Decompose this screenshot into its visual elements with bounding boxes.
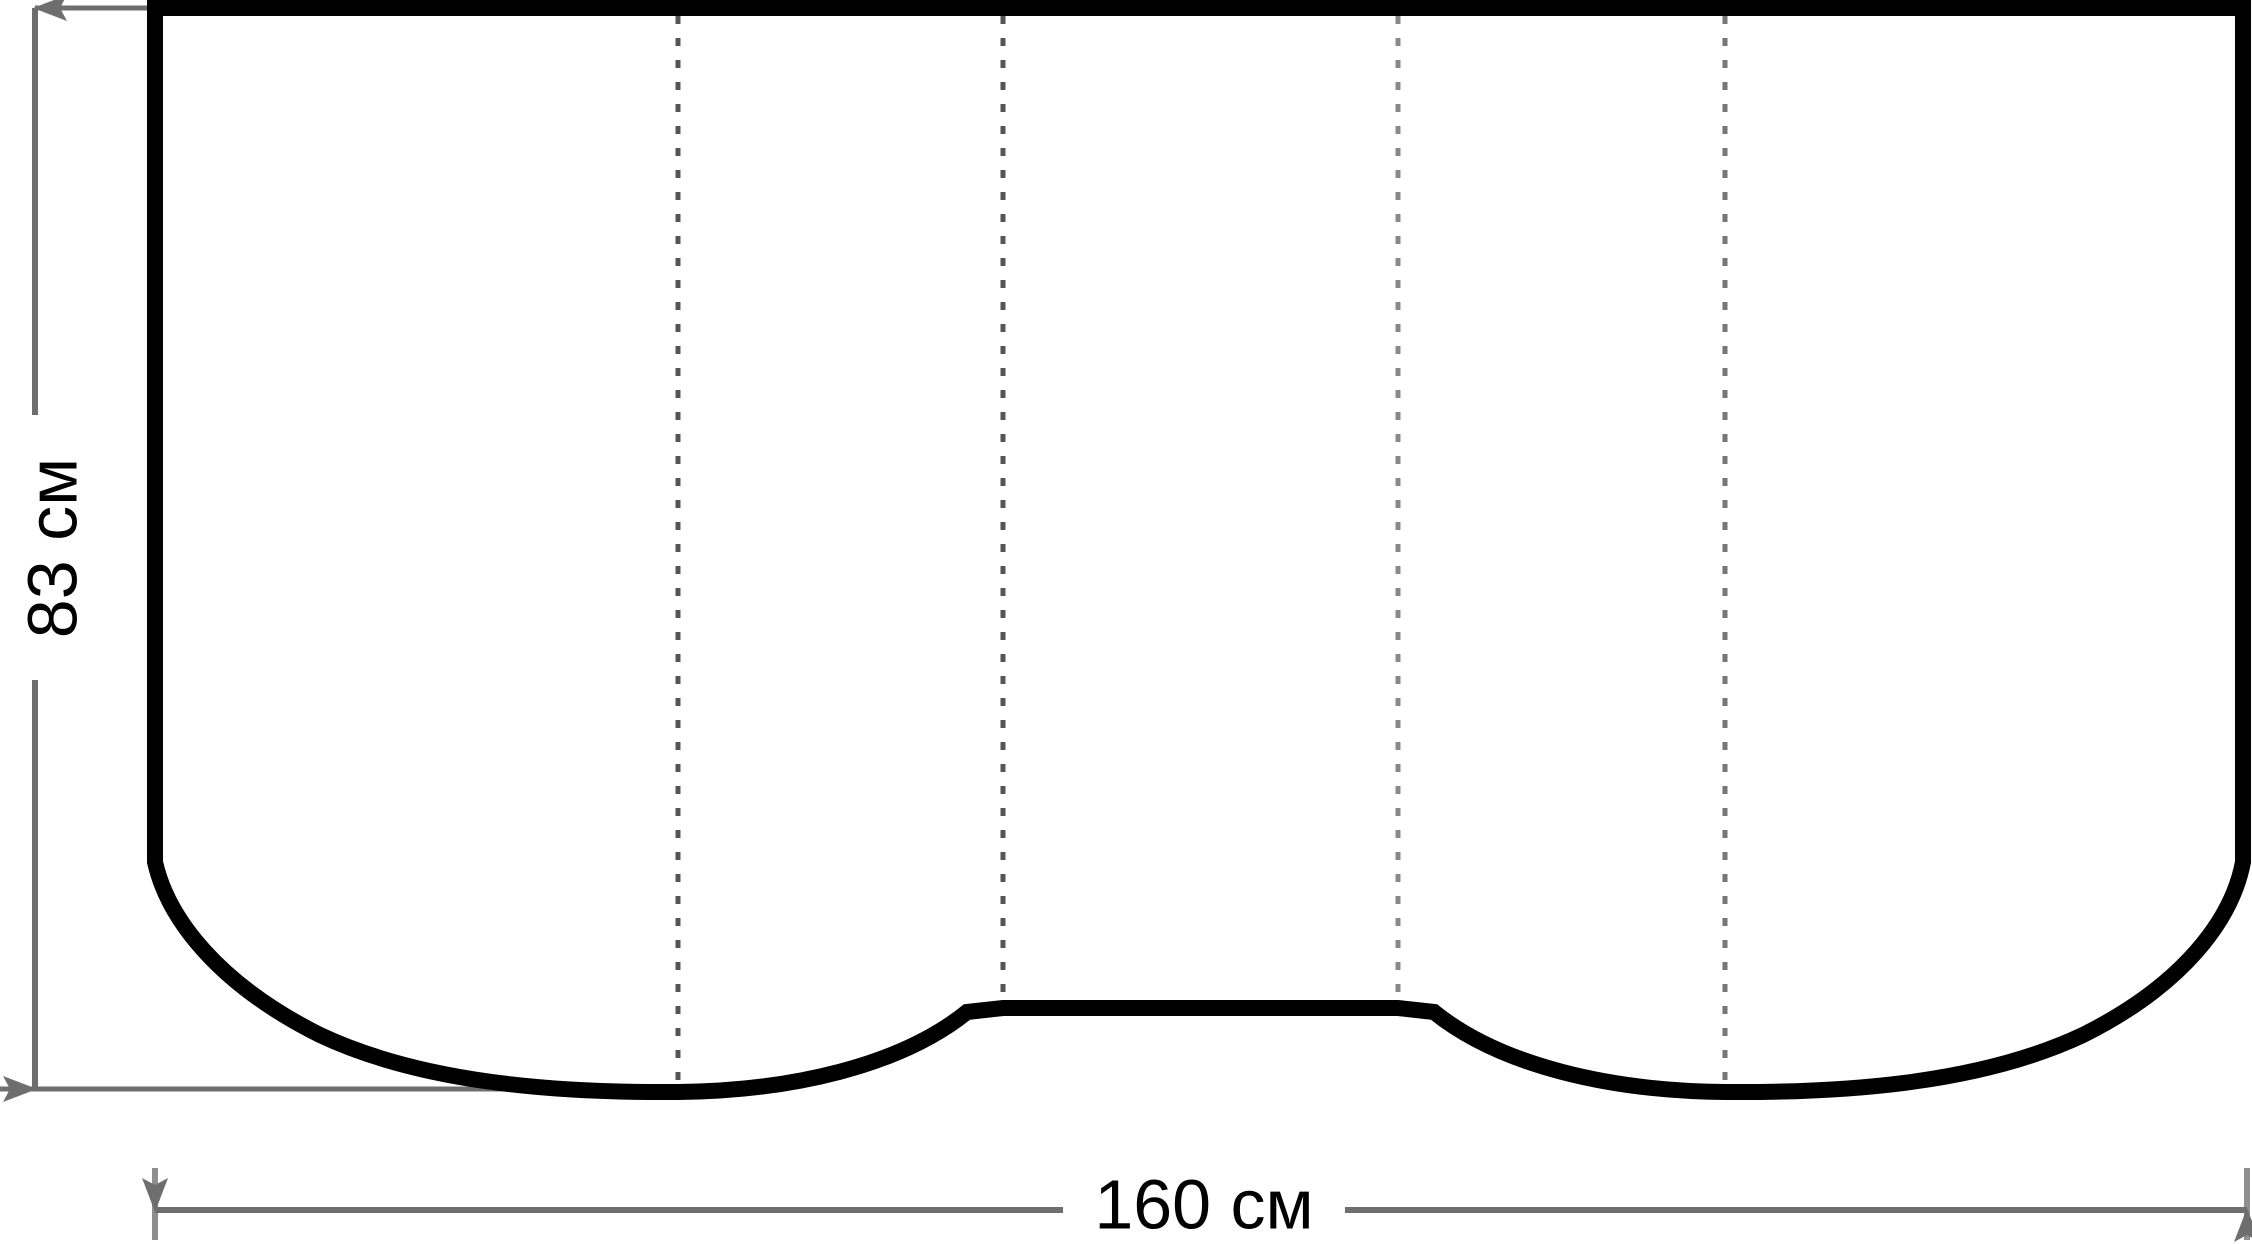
pattern-outline	[147, 0, 2251, 1101]
pattern-outline-path	[147, 0, 2251, 1101]
fold-lines	[675, 16, 1728, 1086]
horizontal-dimension-label: 160 см	[1094, 1165, 1313, 1243]
vertical-dimension-label: 83 см	[13, 458, 91, 638]
vertical-dimension: 83 см	[3, 0, 91, 1102]
horizontal-dimension: 160 см	[142, 1165, 2252, 1243]
